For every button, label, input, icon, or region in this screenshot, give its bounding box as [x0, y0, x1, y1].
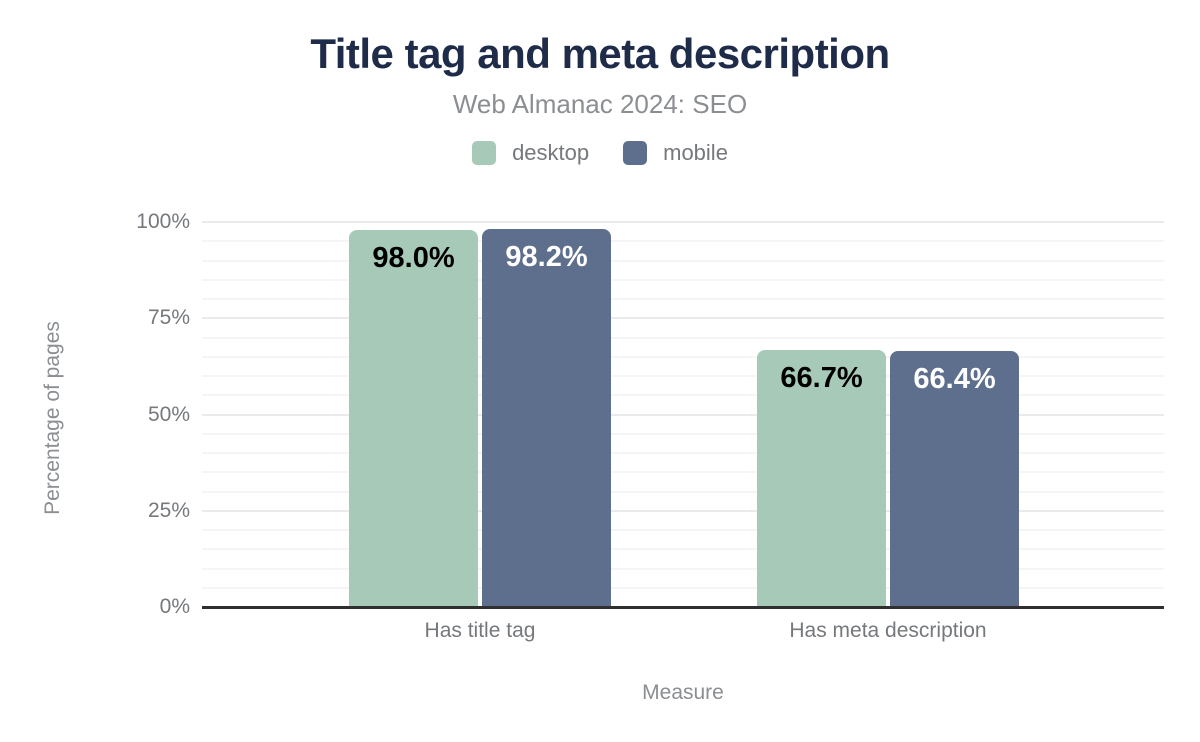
mobile-value-label: 98.2% [505, 241, 588, 273]
legend-item-desktop: desktop [472, 140, 589, 166]
chart-subtitle: Web Almanac 2024: SEO [452, 89, 748, 119]
major-gridline [202, 317, 1164, 319]
minor-gridline [202, 471, 1164, 473]
y-tick-label: 0% [159, 595, 190, 618]
minor-gridline [202, 260, 1164, 262]
minor-gridline [202, 356, 1164, 358]
x-tick-label: Has title tag [424, 619, 536, 642]
minor-gridline [202, 394, 1164, 396]
desktop-swatch-icon [472, 141, 497, 165]
legend-item-mobile: mobile [623, 140, 728, 166]
legend: desktop mobile [0, 140, 1200, 166]
legend-label-mobile: mobile [663, 140, 728, 165]
minor-gridline [202, 491, 1164, 493]
minor-gridline [202, 433, 1164, 435]
minor-gridline [202, 298, 1164, 300]
mobile-bar [482, 229, 611, 607]
y-tick-label: 75% [147, 306, 190, 329]
mobile-bar [890, 351, 1019, 607]
major-gridline [202, 510, 1164, 512]
legend-label-desktop: desktop [512, 140, 590, 165]
desktop-value-label: 66.7% [780, 362, 863, 394]
chart-title: Title tag and meta description [310, 30, 890, 77]
minor-gridline [202, 240, 1164, 242]
desktop-bar [757, 350, 886, 607]
y-tick-label: 25% [147, 499, 190, 522]
desktop-value-label: 98.0% [372, 242, 455, 274]
minor-gridline [202, 337, 1164, 339]
major-gridline [202, 414, 1164, 416]
minor-gridline [202, 568, 1164, 570]
minor-gridline [202, 279, 1164, 281]
mobile-value-label: 66.4% [913, 363, 996, 395]
y-axis-title: Percentage of pages [41, 321, 64, 515]
desktop-bar [349, 230, 478, 607]
x-tick-label: Has meta description [789, 619, 987, 642]
mobile-swatch-icon [623, 141, 648, 165]
y-tick-label: 100% [136, 210, 190, 233]
x-axis-line [202, 606, 1164, 609]
major-gridline [202, 221, 1164, 223]
minor-gridline [202, 587, 1164, 589]
y-tick-label: 50% [147, 403, 190, 426]
minor-gridline [202, 375, 1164, 377]
minor-gridline [202, 452, 1164, 454]
minor-gridline [202, 529, 1164, 531]
minor-gridline [202, 548, 1164, 550]
x-axis-title: Measure [642, 681, 724, 704]
